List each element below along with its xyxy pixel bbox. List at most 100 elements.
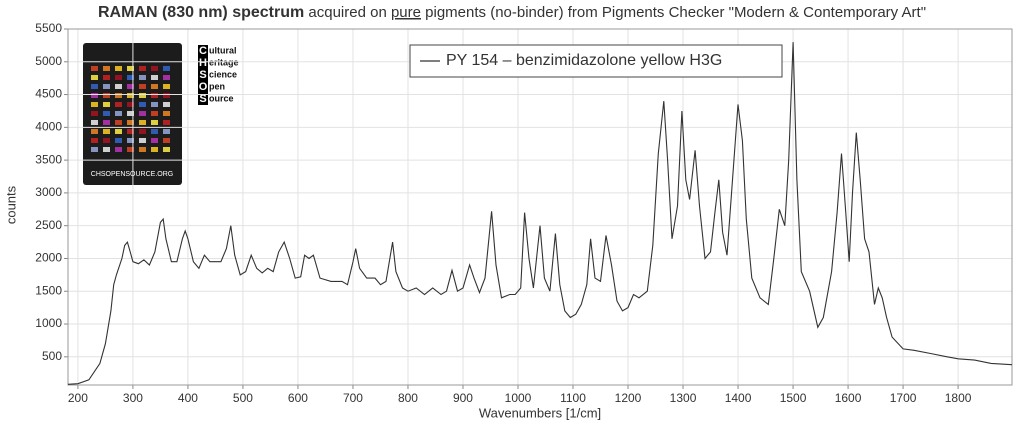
plot-frame	[67, 28, 1013, 386]
x-axis-label: Wavenumbers [1/cm]	[479, 405, 601, 420]
logo-swatch	[115, 93, 122, 98]
y-tick-label: 5000	[35, 54, 62, 68]
logo-word: ource	[209, 93, 234, 103]
logo-swatch	[91, 129, 98, 134]
logo-swatch	[91, 120, 98, 125]
logo-swatch	[91, 147, 98, 152]
logo-swatch	[91, 111, 98, 116]
logo-swatch	[127, 93, 134, 98]
logo-swatch	[163, 75, 170, 80]
logo-swatch	[163, 120, 170, 125]
title-underlined: pure	[391, 4, 421, 21]
logo-swatch	[103, 111, 110, 116]
y-tick-label: 4000	[35, 120, 62, 134]
logo-swatch	[151, 129, 158, 134]
logo-swatch	[139, 93, 146, 98]
logo-swatch	[127, 120, 134, 125]
logo-swatch	[139, 147, 146, 152]
logo-swatch	[151, 75, 158, 80]
logo-swatch	[163, 102, 170, 107]
logo-swatch	[115, 129, 122, 134]
logo-caption: CHSOPENSOURCE.ORG	[91, 171, 173, 178]
logo-swatch	[103, 129, 110, 134]
x-tick-label: 1600	[835, 391, 862, 405]
y-tick-label: 1500	[35, 283, 62, 297]
logo-swatch	[139, 84, 146, 89]
logo-swatch	[163, 84, 170, 89]
logo-swatch	[115, 66, 122, 71]
logo-swatch	[127, 147, 134, 152]
x-tick-label: 400	[178, 391, 198, 405]
logo-swatch	[139, 129, 146, 134]
logo-swatch	[91, 102, 98, 107]
y-axis-label: counts	[3, 185, 18, 224]
x-tick-label: 1000	[505, 391, 532, 405]
logo-letter: C	[199, 45, 207, 57]
logo-swatch	[163, 111, 170, 116]
logo-swatch	[127, 75, 134, 80]
logo-swatch	[139, 120, 146, 125]
logo-swatch	[103, 84, 110, 89]
logo-swatch	[115, 75, 122, 80]
y-tick-label: 2000	[35, 251, 62, 265]
logo-swatch	[115, 120, 122, 125]
x-tick-label: 200	[68, 391, 88, 405]
y-tick-label: 3500	[35, 152, 62, 166]
legend-label: PY 154 – benzimidazolone yellow H3G	[446, 52, 722, 69]
logo-swatch	[163, 66, 170, 71]
logo-letter: H	[199, 57, 207, 69]
x-tick-label: 600	[288, 391, 308, 405]
logo-swatch	[127, 84, 134, 89]
logo-swatch	[151, 84, 158, 89]
logo-letter: S	[199, 93, 206, 105]
logo-swatch	[151, 138, 158, 143]
logo-swatch	[151, 102, 158, 107]
logo-swatch	[103, 93, 110, 98]
x-tick-label: 300	[123, 391, 143, 405]
logo-word: ultural	[209, 45, 237, 55]
x-tick-label: 1100	[560, 391, 586, 405]
x-tick-label: 800	[398, 391, 418, 405]
spectrum-line	[67, 42, 1013, 385]
logo-swatch	[103, 102, 110, 107]
legend: PY 154 – benzimidazolone yellow H3G	[409, 44, 783, 78]
logo-swatch	[151, 147, 158, 152]
logo-swatch	[103, 147, 110, 152]
logo-swatch	[91, 75, 98, 80]
logo-swatch	[91, 84, 98, 89]
title-text: pigments (no-binder) from Pigments Check…	[421, 4, 926, 21]
logo-swatch	[127, 111, 134, 116]
logo-swatch	[151, 120, 158, 125]
logo-swatch	[103, 120, 110, 125]
y-tick-label: 5500	[35, 21, 62, 35]
logo-swatch	[115, 147, 122, 152]
logo-swatch	[103, 75, 110, 80]
logo-letter-box	[198, 45, 208, 57]
legend-box	[409, 44, 783, 78]
logo-swatch	[115, 111, 122, 116]
logo-letter-box	[198, 93, 208, 105]
chart-title: RAMAN (830 nm) spectrum acquired on pure…	[98, 4, 926, 21]
x-tick-label: 700	[343, 391, 363, 405]
logo-swatch	[91, 93, 98, 98]
logo-swatch	[139, 66, 146, 71]
logo-swatch	[127, 129, 134, 134]
x-tick-label: 1500	[780, 391, 807, 405]
logo-swatch	[151, 93, 158, 98]
x-tick-label: 500	[233, 391, 253, 405]
logo-swatch	[139, 102, 146, 107]
x-tick-label: 1800	[945, 391, 972, 405]
logo-word: cience	[209, 69, 237, 79]
logo-swatch	[103, 66, 110, 71]
y-tick-label: 1000	[35, 316, 62, 330]
y-tick-label: 3000	[35, 185, 62, 199]
logo-swatch	[115, 138, 122, 143]
x-tick-label: 900	[453, 391, 473, 405]
x-tick-label: 1200	[615, 391, 642, 405]
logo-swatch	[127, 138, 134, 143]
logo-swatch	[103, 138, 110, 143]
y-tick-label: 4500	[35, 87, 62, 101]
y-tick-label: 500	[42, 349, 62, 363]
logo-word: eritage	[209, 57, 239, 67]
